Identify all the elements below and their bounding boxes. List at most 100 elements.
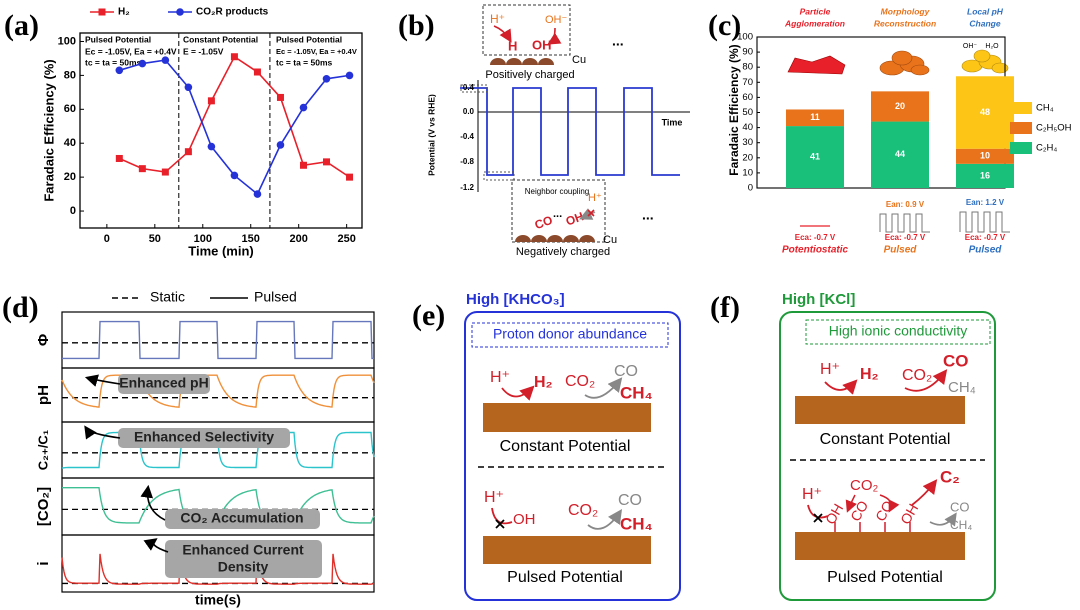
y-tick-label: 80 xyxy=(742,62,753,73)
x-category-label: Potentiostatic xyxy=(782,245,849,256)
y-axis-label: Faradaic Efficiency (%) xyxy=(41,59,56,201)
y-tick-label: 40 xyxy=(742,122,753,133)
waveform xyxy=(460,87,680,176)
species: CO₂ xyxy=(568,502,598,519)
bar-segment xyxy=(786,126,844,188)
species: CO xyxy=(950,499,970,514)
y-tick-label: 100 xyxy=(737,32,753,43)
y-tick-label: 20 xyxy=(64,171,76,183)
species: H₂ xyxy=(860,366,879,383)
tick-label: -0.4 xyxy=(460,132,474,141)
species: ... xyxy=(553,208,562,220)
x-tick-label: 150 xyxy=(242,233,260,245)
caption: Pulsed Potential xyxy=(507,569,623,586)
species: H⁺ xyxy=(490,369,510,386)
y-tick-label: 50 xyxy=(742,107,753,118)
annotation: Ec = -1.05V, Ea = +0.4V xyxy=(276,47,357,56)
y-tick-label: 60 xyxy=(64,103,76,115)
annotation: Constant Potential xyxy=(183,34,258,44)
legend-label: C₂H₅OH xyxy=(1036,123,1072,134)
species: Cu xyxy=(572,54,586,66)
value-label: 20 xyxy=(895,101,905,111)
legend-label: H₂ xyxy=(118,7,130,18)
species: OH⁻ xyxy=(545,14,568,26)
ellipsis: ... xyxy=(612,33,624,49)
value-label: 48 xyxy=(980,107,990,117)
top-label: Change xyxy=(969,18,1000,28)
annotation: Ec = -1.05V, Ea = +0.4V xyxy=(85,46,177,56)
y-tick-label: 30 xyxy=(742,137,753,148)
axis-label: time(s) xyxy=(195,592,241,608)
caption: Constant Potential xyxy=(500,438,631,455)
value-label: 44 xyxy=(895,149,905,159)
x-tick-label: 50 xyxy=(149,233,161,245)
species: OH xyxy=(513,511,536,528)
marker xyxy=(345,71,354,80)
x-tick-label: 0 xyxy=(104,233,110,245)
electrode xyxy=(483,403,651,432)
x-axis-label: Time (min) xyxy=(188,243,254,258)
callout xyxy=(118,428,290,448)
annotation: tc = ta = 50ms xyxy=(85,57,142,67)
caption: Negatively charged xyxy=(516,246,610,258)
box-label: High ionic conductivity xyxy=(829,323,968,339)
species: H⁺ xyxy=(820,361,840,378)
legend-swatch xyxy=(1010,122,1032,134)
panel-c-extras: Particle Agglomeration Morphology Recons… xyxy=(784,6,1010,242)
panel-label: (c) xyxy=(708,9,741,42)
species: CO xyxy=(943,351,969,370)
tick-label: -0.8 xyxy=(460,157,474,166)
bar-segment xyxy=(956,163,1014,188)
callout-label: Density xyxy=(218,559,269,575)
marker xyxy=(184,83,193,92)
pulsed-curve xyxy=(61,374,375,408)
bar-segment xyxy=(786,109,844,127)
marker xyxy=(115,154,123,162)
legend-label: C₂H₄ xyxy=(1036,143,1057,154)
plot-frame xyxy=(79,32,363,229)
callout-arrow xyxy=(143,538,169,553)
species: H₂O xyxy=(985,43,999,50)
legend-swatch xyxy=(1010,102,1032,114)
panel-e: High [KHCO₃] Proton donor abundance H⁺ H… xyxy=(464,291,681,601)
box-label: Proton donor abundance xyxy=(493,326,647,342)
marker xyxy=(253,190,262,198)
pulsed-curve xyxy=(61,553,375,585)
callout-label: Enhanced Current xyxy=(182,542,304,558)
bar-segment xyxy=(956,148,1014,164)
caption: Constant Potential xyxy=(820,431,951,448)
species: H⁺ xyxy=(484,489,504,506)
value-label: 41 xyxy=(810,151,820,161)
species: CH₄ xyxy=(620,514,653,533)
tick-label: -1.2 xyxy=(460,183,474,192)
legend-label: CH₄ xyxy=(1036,103,1054,114)
bar-segment xyxy=(956,76,1014,149)
marker xyxy=(161,56,170,64)
value-label: 10 xyxy=(980,151,990,161)
x-tick-label: 100 xyxy=(194,233,212,245)
panel-label: (b) xyxy=(398,9,435,42)
marker xyxy=(207,142,216,151)
potential: Ean: 0.9 V xyxy=(886,200,925,209)
panel-d: Static Pulsed time(s) xyxy=(112,289,297,608)
callout-arrow xyxy=(140,484,166,521)
species: Cu xyxy=(603,234,617,246)
x-tick-label: 250 xyxy=(337,233,355,245)
top-label: Local pH xyxy=(967,6,1004,16)
electrode xyxy=(795,396,965,424)
y-tick-label: 20 xyxy=(742,152,753,163)
species: OH⁻ xyxy=(963,43,978,50)
row-label: [CO₂] xyxy=(35,487,52,526)
marker xyxy=(253,68,261,76)
species: CO₂ xyxy=(565,373,595,390)
annotation: tc = ta = 50ms xyxy=(276,57,333,67)
annotation: Pulsed Potential xyxy=(276,34,342,44)
top-label: Reconstruction xyxy=(874,18,936,28)
bar-segment xyxy=(871,121,929,188)
callout-label: Enhanced pH xyxy=(119,375,208,391)
marker xyxy=(138,59,147,68)
potential: Eca: -0.7 V xyxy=(965,233,1006,242)
axis-label: Time xyxy=(662,117,683,127)
y-tick-label: 70 xyxy=(742,77,753,88)
value-label: 16 xyxy=(980,170,990,180)
